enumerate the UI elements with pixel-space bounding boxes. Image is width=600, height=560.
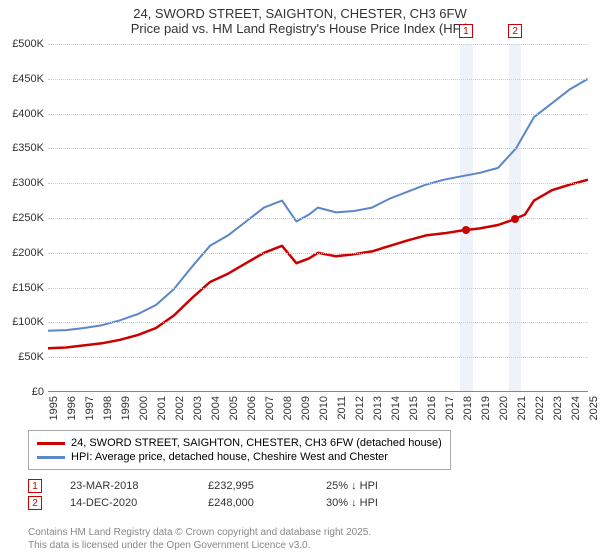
x-tick-label: 2004 — [210, 396, 222, 420]
gridline — [48, 357, 588, 358]
x-tick-label: 2002 — [174, 396, 186, 420]
x-tick-label: 1996 — [66, 396, 78, 420]
gridline — [48, 148, 588, 149]
x-tick-label: 2020 — [498, 396, 510, 420]
events-table-row: 2 14-DEC-2020 £248,000 30% ↓ HPI — [28, 496, 378, 510]
event-price: £232,995 — [208, 480, 298, 492]
event-point — [511, 215, 519, 223]
y-tick-label: £350K — [12, 142, 44, 154]
gridline — [48, 114, 588, 115]
footer-line-2: This data is licensed under the Open Gov… — [28, 539, 371, 552]
event-point — [462, 226, 470, 234]
x-tick-label: 2022 — [534, 396, 546, 420]
series-line — [48, 79, 588, 331]
event-delta: 30% ↓ HPI — [326, 497, 378, 509]
legend-item-property: 24, SWORD STREET, SAIGHTON, CHESTER, CH3… — [37, 437, 442, 449]
x-tick-label: 1995 — [48, 396, 60, 420]
footer-line-1: Contains HM Land Registry data © Crown c… — [28, 526, 371, 539]
x-tick-label: 2011 — [336, 396, 348, 420]
legend-item-hpi: HPI: Average price, detached house, Ches… — [37, 451, 442, 463]
x-tick-label: 2019 — [480, 396, 492, 420]
x-tick-label: 2016 — [426, 396, 438, 420]
event-price: £248,000 — [208, 497, 298, 509]
x-tick-label: 2024 — [570, 396, 582, 420]
x-tick-label: 2025 — [588, 396, 600, 420]
event-date: 14-DEC-2020 — [70, 497, 180, 509]
x-tick-label: 2006 — [246, 396, 258, 420]
x-tick-label: 2014 — [390, 396, 402, 420]
x-tick-label: 2018 — [462, 396, 474, 420]
legend-swatch-property — [37, 442, 65, 445]
footer: Contains HM Land Registry data © Crown c… — [28, 526, 371, 552]
gridline — [48, 44, 588, 45]
gridline — [48, 218, 588, 219]
event-marker: 1 — [459, 24, 473, 38]
x-tick-label: 1999 — [120, 396, 132, 420]
x-tick-label: 1998 — [102, 396, 114, 420]
x-tick-label: 2000 — [138, 396, 150, 420]
y-tick-label: £450K — [12, 73, 44, 85]
x-tick-label: 2013 — [372, 396, 384, 420]
event-marker: 2 — [508, 24, 522, 38]
y-tick-label: £300K — [12, 177, 44, 189]
x-tick-label: 2009 — [300, 396, 312, 420]
gridline — [48, 288, 588, 289]
x-tick-label: 2010 — [318, 396, 330, 420]
x-tick-label: 2008 — [282, 396, 294, 420]
event-index-box: 2 — [28, 496, 42, 510]
y-tick-label: £200K — [12, 247, 44, 259]
x-tick-label: 2003 — [192, 396, 204, 420]
y-tick-label: £400K — [12, 108, 44, 120]
plot-area: 12 — [48, 44, 588, 392]
x-tick-label: 2023 — [552, 396, 564, 420]
x-tick-label: 2017 — [444, 396, 456, 420]
x-axis: 1995 1996 1997 1998 1999 2000 2001 2002 2003 2004… — [48, 392, 588, 426]
x-tick-label: 2021 — [516, 396, 528, 420]
y-tick-label: £50K — [18, 351, 44, 363]
y-tick-label: £100K — [12, 316, 44, 328]
gridline — [48, 183, 588, 184]
chart-container: 24, SWORD STREET, SAIGHTON, CHESTER, CH3… — [0, 0, 600, 560]
gridline — [48, 322, 588, 323]
legend-swatch-hpi — [37, 456, 65, 459]
gridline — [48, 253, 588, 254]
x-tick-label: 2007 — [264, 396, 276, 420]
legend-label-hpi: HPI: Average price, detached house, Ches… — [71, 451, 388, 463]
y-tick-label: £150K — [12, 282, 44, 294]
event-index-box: 1 — [28, 479, 42, 493]
legend-label-property: 24, SWORD STREET, SAIGHTON, CHESTER, CH3… — [71, 437, 442, 449]
y-axis: £0£50K£100K£150K£200K£250K£300K£350K£400… — [0, 44, 48, 392]
title-line-1: 24, SWORD STREET, SAIGHTON, CHESTER, CH3… — [0, 6, 600, 21]
events-table-row: 1 23-MAR-2018 £232,995 25% ↓ HPI — [28, 479, 378, 493]
x-tick-label: 2012 — [354, 396, 366, 420]
x-tick-label: 2015 — [408, 396, 420, 420]
events-table: 1 23-MAR-2018 £232,995 25% ↓ HPI 2 14-DEC-202… — [28, 476, 378, 513]
legend: 24, SWORD STREET, SAIGHTON, CHESTER, CH3… — [28, 430, 451, 470]
y-tick-label: £0 — [32, 386, 44, 398]
x-tick-label: 2001 — [156, 396, 168, 420]
event-date: 23-MAR-2018 — [70, 480, 180, 492]
x-tick-label: 1997 — [84, 396, 96, 420]
gridline — [48, 79, 588, 80]
y-tick-label: £250K — [12, 212, 44, 224]
x-tick-label: 2005 — [228, 396, 240, 420]
y-tick-label: £500K — [12, 38, 44, 50]
event-delta: 25% ↓ HPI — [326, 480, 378, 492]
